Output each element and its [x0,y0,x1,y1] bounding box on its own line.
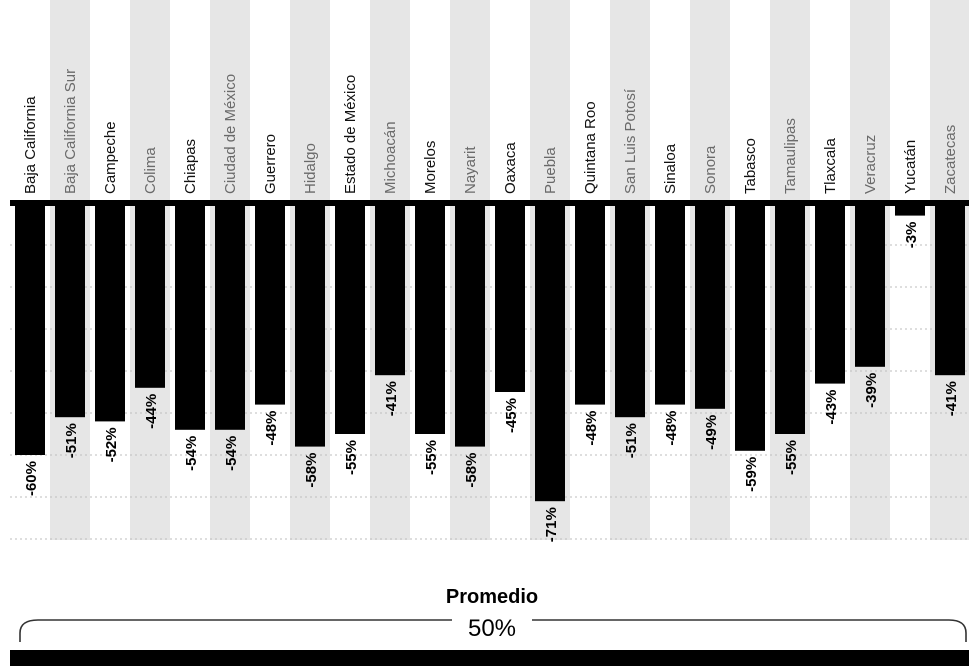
category-label: Puebla [542,147,559,194]
value-label: -43% [823,390,840,425]
value-label: -41% [383,381,400,416]
value-label: -58% [463,453,480,488]
category-label: Yucatán [902,140,919,194]
average-value: 50% [468,615,516,642]
value-label: -58% [303,453,320,488]
value-labels: -60% -51% -52% -44% -54% -54% -48% -58% -55% -41%… [23,222,960,543]
value-label: -55% [343,440,360,475]
category-label: Hidalgo [302,143,319,194]
bar [55,203,85,418]
bar [575,203,605,405]
bar [215,203,245,430]
value-label: -51% [623,423,640,458]
bar [335,203,365,434]
bars [15,203,965,502]
category-label: Michoacán [382,121,399,194]
category-label: Chiapas [182,139,199,194]
bar [895,203,925,216]
category-label: Nayarit [462,146,479,194]
value-label: -71% [543,507,560,542]
value-label: -60% [23,461,40,496]
bar [175,203,205,430]
value-label: -48% [583,411,600,446]
value-label: -48% [663,411,680,446]
value-label: -54% [183,436,200,471]
value-label: -52% [103,427,120,462]
category-labels: Baja California Baja California Sur Campec… [22,69,959,194]
bar [135,203,165,388]
category-label: Sonora [702,145,719,194]
value-label: -3% [903,222,920,249]
bar [695,203,725,409]
bar [95,203,125,422]
bar [15,203,45,455]
average-title: Promedio [446,586,538,608]
average-brace [19,619,967,642]
bar [615,203,645,418]
category-label: Zacatecas [942,125,959,194]
value-label: -54% [223,436,240,471]
value-label: -49% [703,415,720,450]
category-label: Colima [142,147,159,194]
category-label: Sinaloa [662,143,679,194]
category-label: Estado de México [342,75,359,194]
category-label: Ciudad de México [222,74,239,194]
category-label: Baja California [22,96,39,194]
bar [255,203,285,405]
bar [535,203,565,502]
value-label: -55% [423,440,440,475]
category-label: Veracruz [862,135,879,194]
bar [935,203,965,376]
average-bar [10,650,969,666]
bar [375,203,405,376]
baseline [10,200,969,206]
category-label: Campeche [102,121,119,194]
category-label: Tlaxcala [822,137,839,194]
category-label: Tabasco [742,138,759,194]
bar [455,203,485,447]
bar [855,203,885,367]
category-label: Oaxaca [502,142,519,194]
bar [415,203,445,434]
value-label: -45% [503,398,520,433]
value-label: -48% [263,411,280,446]
category-label: Baja California Sur [62,69,79,194]
bar [735,203,765,451]
category-label: Morelos [422,141,439,194]
value-label: -41% [943,381,960,416]
value-label: -44% [143,394,160,429]
bar [495,203,525,392]
value-label: -55% [783,440,800,475]
bar [775,203,805,434]
category-label: Guerrero [262,134,279,194]
category-label: San Luis Potosí [622,88,639,194]
bar [295,203,325,447]
value-label: -51% [63,423,80,458]
bar [655,203,685,405]
category-label: Tamaulipas [782,118,799,194]
bar [815,203,845,384]
value-label: -39% [863,373,880,408]
value-label: -59% [743,457,760,492]
category-label: Quintana Roo [582,101,599,194]
